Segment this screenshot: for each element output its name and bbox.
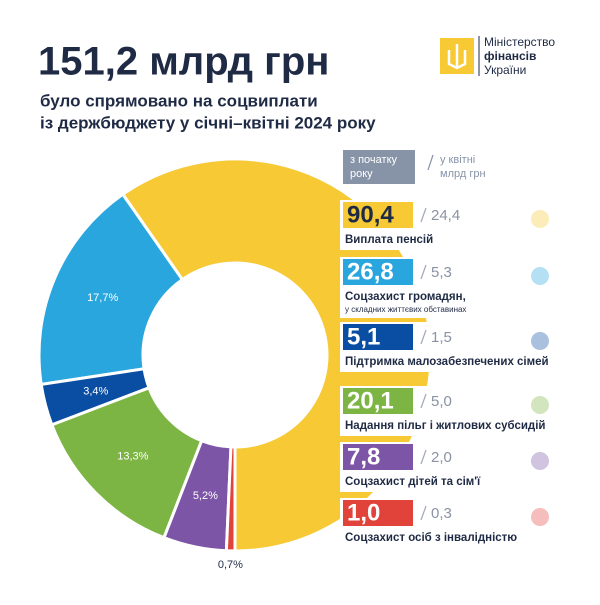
legend: 90,4 24,4 Виплата пенсій 26,8 5,3 Соцзахист г… <box>340 200 580 548</box>
value-box <box>343 202 413 228</box>
divider-slash <box>420 264 427 280</box>
logo-text: Міністерство <box>484 35 555 49</box>
april-value: 5,0 <box>431 393 452 410</box>
april-value: 1,5 <box>431 329 452 346</box>
slice-label: 0,7% <box>218 559 243 571</box>
category-note: у складних життєвих обставинах <box>345 305 466 314</box>
divider-slash <box>427 154 434 171</box>
ytd-value: 20,1 <box>347 387 394 414</box>
value-box <box>343 388 413 414</box>
divider-slash <box>420 207 427 223</box>
april-value: 5,3 <box>431 264 452 281</box>
divider-slash <box>420 329 427 345</box>
value-box <box>343 324 413 350</box>
legend-header-box <box>343 150 415 184</box>
slice <box>224 445 237 553</box>
category-name: Підтримка малозабезпечених сімей <box>345 356 549 368</box>
divider-slash <box>420 449 427 465</box>
logo-text: України <box>484 63 526 77</box>
ytd-value: 7,8 <box>347 443 380 470</box>
slice <box>37 192 185 387</box>
icon <box>531 332 549 350</box>
april-value: 2,0 <box>431 449 452 466</box>
legend-header: млрд грн <box>440 168 486 180</box>
divider-slash <box>420 505 427 521</box>
category-name: Виплата пенсій <box>345 234 433 246</box>
icon <box>531 267 549 285</box>
title: 151,2 млрд грн <box>38 40 329 84</box>
category-name: Соцзахист осіб з інвалідністю <box>345 532 517 544</box>
icon <box>531 210 549 228</box>
value-box <box>343 259 413 285</box>
divider-slash <box>420 393 427 409</box>
legend-header: у квітні <box>440 154 475 166</box>
icon <box>531 396 549 414</box>
slice <box>49 385 204 540</box>
april-value: 0,3 <box>431 505 452 522</box>
ytd-value: 5,1 <box>347 323 380 350</box>
value-box <box>343 444 413 470</box>
subtitle: було спрямовано на соцвиплати <box>40 91 318 110</box>
legend-header: з початку <box>350 154 398 166</box>
slice-label: 17,7% <box>87 292 118 304</box>
slice-label: 3,4% <box>83 386 108 398</box>
category-name: Соцзахист громадян, <box>345 291 466 303</box>
april-value: 24,4 <box>431 207 460 224</box>
slice-label: 5,2% <box>193 490 218 502</box>
ytd-value: 1,0 <box>347 499 380 526</box>
logo-trident <box>447 44 467 70</box>
slice-label: 13,3% <box>117 450 148 462</box>
value-box <box>343 500 413 526</box>
icon <box>531 452 549 470</box>
icon <box>531 508 549 526</box>
ytd-value: 26,8 <box>347 258 394 285</box>
subtitle: із держбюджету у січні–квітні 2024 року <box>40 113 376 132</box>
legend-header: року <box>350 168 373 180</box>
category-name: Соцзахист дітей та сім'ї <box>345 476 481 488</box>
ytd-value: 90,4 <box>347 201 394 228</box>
logo-text: фінансів <box>484 49 536 63</box>
category-name: Надання пільг і житлових субсидій <box>345 420 545 432</box>
